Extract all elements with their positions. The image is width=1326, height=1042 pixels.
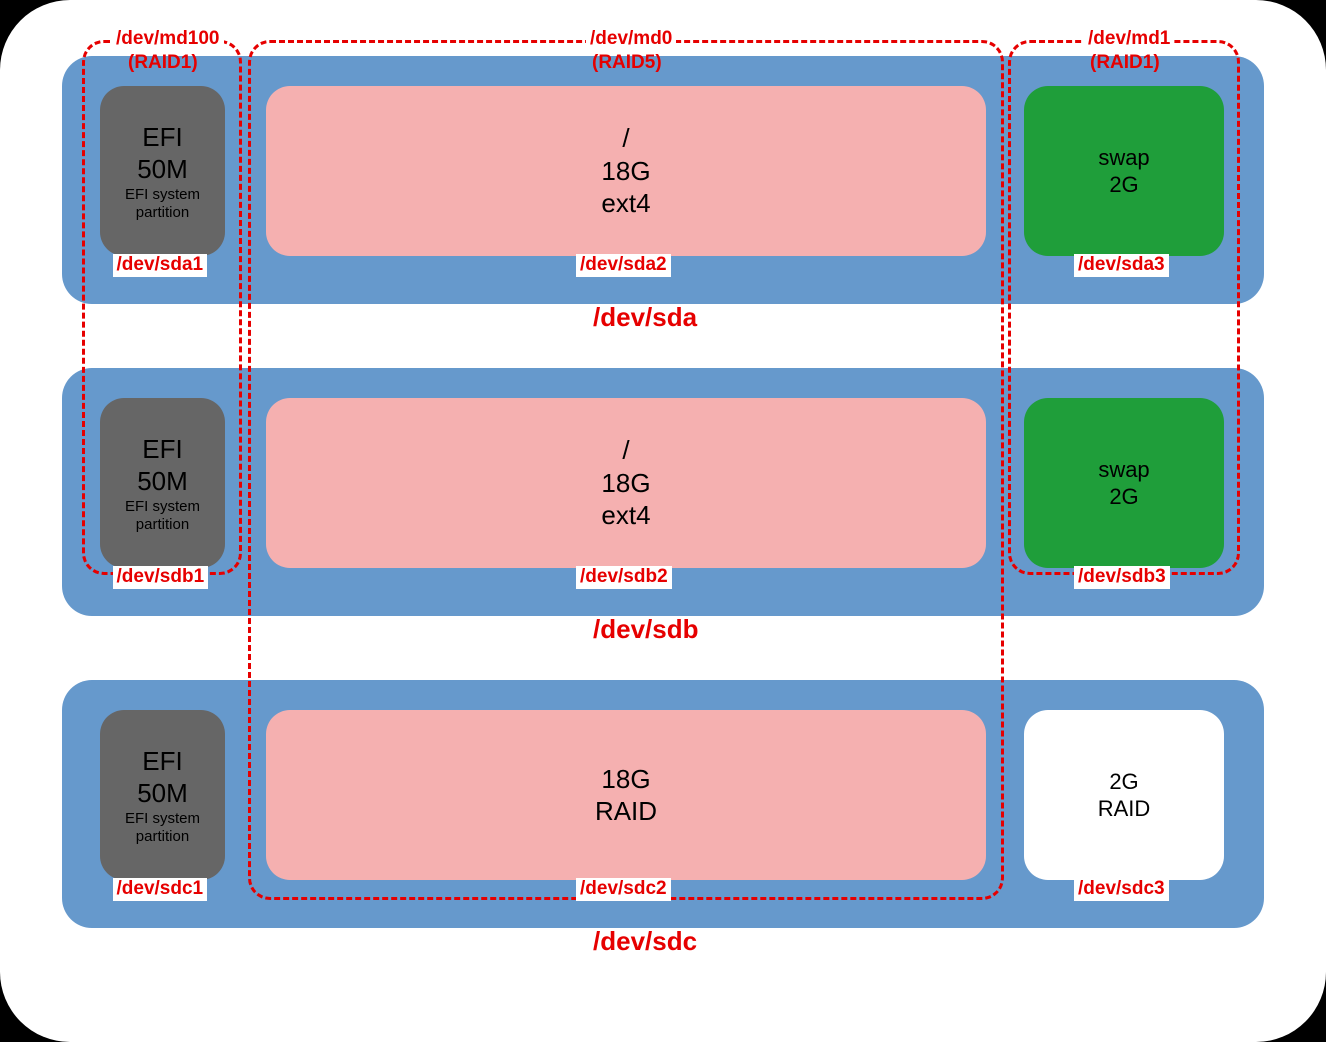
partition-devsda3: swap2G <box>1024 86 1224 256</box>
dev-tag-devsda3: /dev/sda3 <box>1074 254 1169 277</box>
dev-tag-devsda2: /dev/sda2 <box>576 254 671 277</box>
raid-level-tag-md1: (RAID1) <box>1086 52 1164 75</box>
dev-tag-devsdb2: /dev/sdb2 <box>576 566 672 589</box>
partition-devsdb1: EFI50MEFI systempartition <box>100 398 225 568</box>
dev-tag-devsdc2: /dev/sdc2 <box>576 878 671 901</box>
dev-tag-devsda1: /dev/sda1 <box>113 254 208 277</box>
partition-devsda1: EFI50MEFI systempartition <box>100 86 225 256</box>
disk-label-sdb: /dev/sdb <box>593 614 698 645</box>
dev-tag-devsdb3: /dev/sdb3 <box>1074 566 1170 589</box>
raid-level-tag-md100: (RAID1) <box>124 52 202 75</box>
dev-tag-devsdc1: /dev/sdc1 <box>113 878 208 901</box>
partition-devsdb2: /18Gext4 <box>266 398 986 568</box>
partition-devsdb3: swap2G <box>1024 398 1224 568</box>
partition-devsdc2: 18GRAID <box>266 710 986 880</box>
partition-devsdc1: EFI50MEFI systempartition <box>100 710 225 880</box>
raid-level-tag-md0: (RAID5) <box>588 52 666 75</box>
partition-devsdc3: 2GRAID <box>1024 710 1224 880</box>
dev-tag-devsdc3: /dev/sdc3 <box>1074 878 1169 901</box>
disk-label-sda: /dev/sda <box>593 302 697 333</box>
raid-dev-tag-md100: /dev/md100 <box>112 28 224 51</box>
diagram-canvas: /dev/sda EFI50MEFI systempartition/dev/sd… <box>0 0 1326 1042</box>
partition-devsda2: /18Gext4 <box>266 86 986 256</box>
raid-dev-tag-md0: /dev/md0 <box>586 28 676 51</box>
raid-dev-tag-md1: /dev/md1 <box>1084 28 1174 51</box>
disk-label-sdc: /dev/sdc <box>593 926 697 957</box>
dev-tag-devsdb1: /dev/sdb1 <box>113 566 209 589</box>
